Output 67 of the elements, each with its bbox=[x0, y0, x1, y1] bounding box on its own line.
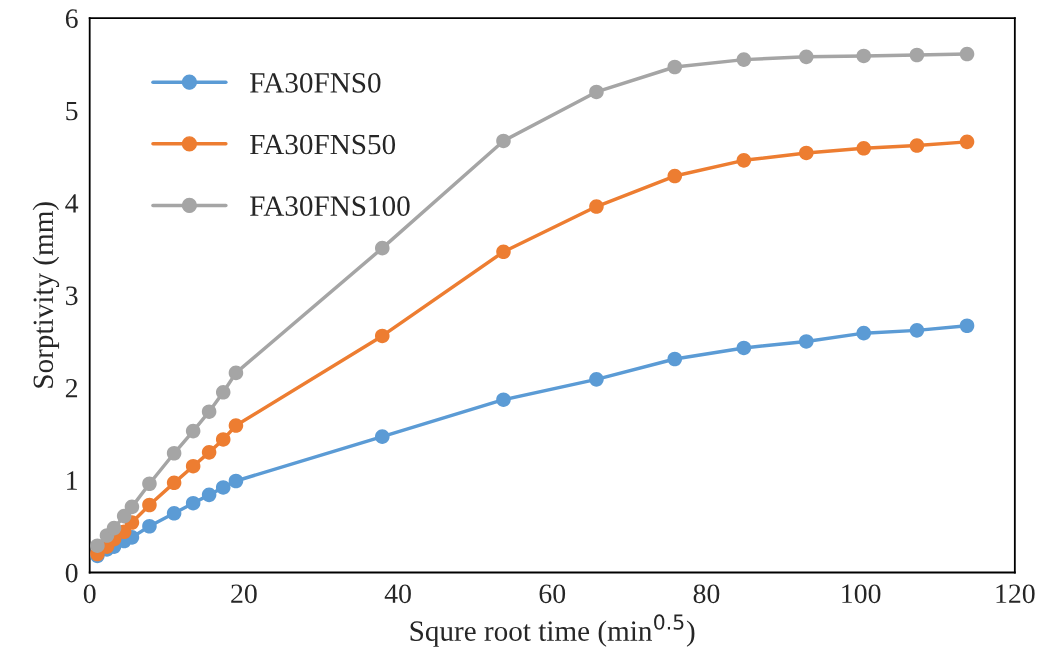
point bbox=[215, 385, 231, 400]
y-tick-label: 6 bbox=[65, 9, 78, 28]
point bbox=[374, 328, 390, 344]
point bbox=[799, 334, 814, 349]
point bbox=[856, 141, 872, 156]
point bbox=[589, 84, 604, 100]
y-tick-label: 3 bbox=[66, 286, 78, 306]
point bbox=[959, 46, 975, 62]
point bbox=[374, 240, 390, 256]
y-tick-label: 0 bbox=[65, 563, 78, 583]
point bbox=[90, 538, 105, 553]
y-tick-label: 2 bbox=[65, 378, 78, 398]
legend-label: FA30FNS50 bbox=[250, 134, 396, 155]
point bbox=[201, 404, 217, 419]
point bbox=[228, 365, 244, 381]
point bbox=[959, 134, 975, 150]
x-tick-label: 0 bbox=[83, 584, 96, 604]
point bbox=[166, 445, 182, 461]
point bbox=[909, 138, 925, 153]
point bbox=[799, 145, 814, 161]
y-tick-label: 4 bbox=[65, 194, 79, 213]
point bbox=[589, 199, 604, 214]
point bbox=[185, 495, 201, 511]
point bbox=[142, 476, 157, 492]
point bbox=[667, 351, 683, 367]
point bbox=[667, 168, 683, 184]
point bbox=[201, 445, 217, 460]
point bbox=[124, 499, 140, 515]
point bbox=[496, 244, 511, 260]
point bbox=[856, 325, 872, 341]
point bbox=[215, 432, 231, 447]
point bbox=[106, 520, 122, 536]
point bbox=[201, 487, 217, 503]
point bbox=[228, 473, 244, 489]
point bbox=[909, 47, 925, 63]
point bbox=[736, 340, 752, 356]
point bbox=[909, 323, 925, 338]
point bbox=[496, 392, 511, 407]
x-tick-label: 80 bbox=[693, 584, 720, 604]
y-tick-label: 1 bbox=[67, 471, 77, 490]
point bbox=[736, 52, 752, 67]
y-tick-label: 5 bbox=[66, 101, 78, 121]
point bbox=[799, 49, 814, 65]
point bbox=[496, 133, 511, 149]
legend-label: FA30FNS100 bbox=[250, 196, 410, 216]
point bbox=[589, 372, 604, 387]
x-tick-label: 40 bbox=[384, 584, 411, 604]
x-tick-label: 100 bbox=[842, 584, 881, 604]
x-tick-label: 120 bbox=[996, 584, 1035, 604]
x-axis-title: Squre root time (min$^{0.5}$) bbox=[410, 614, 695, 647]
point bbox=[185, 458, 201, 474]
point bbox=[374, 429, 390, 444]
point bbox=[228, 418, 244, 433]
point bbox=[215, 480, 231, 495]
x-tick-label: 60 bbox=[539, 584, 566, 604]
point bbox=[959, 318, 975, 334]
legend-label: FA30FNS0 bbox=[250, 73, 381, 93]
point bbox=[166, 475, 182, 491]
y-axis-title: Sorptivity (mm) bbox=[32, 202, 60, 388]
point bbox=[856, 48, 872, 64]
point bbox=[142, 497, 157, 513]
point bbox=[166, 506, 182, 521]
point bbox=[185, 423, 201, 439]
point bbox=[667, 59, 683, 75]
point bbox=[142, 518, 157, 534]
x-tick-label: 20 bbox=[231, 584, 257, 604]
point bbox=[736, 153, 752, 168]
